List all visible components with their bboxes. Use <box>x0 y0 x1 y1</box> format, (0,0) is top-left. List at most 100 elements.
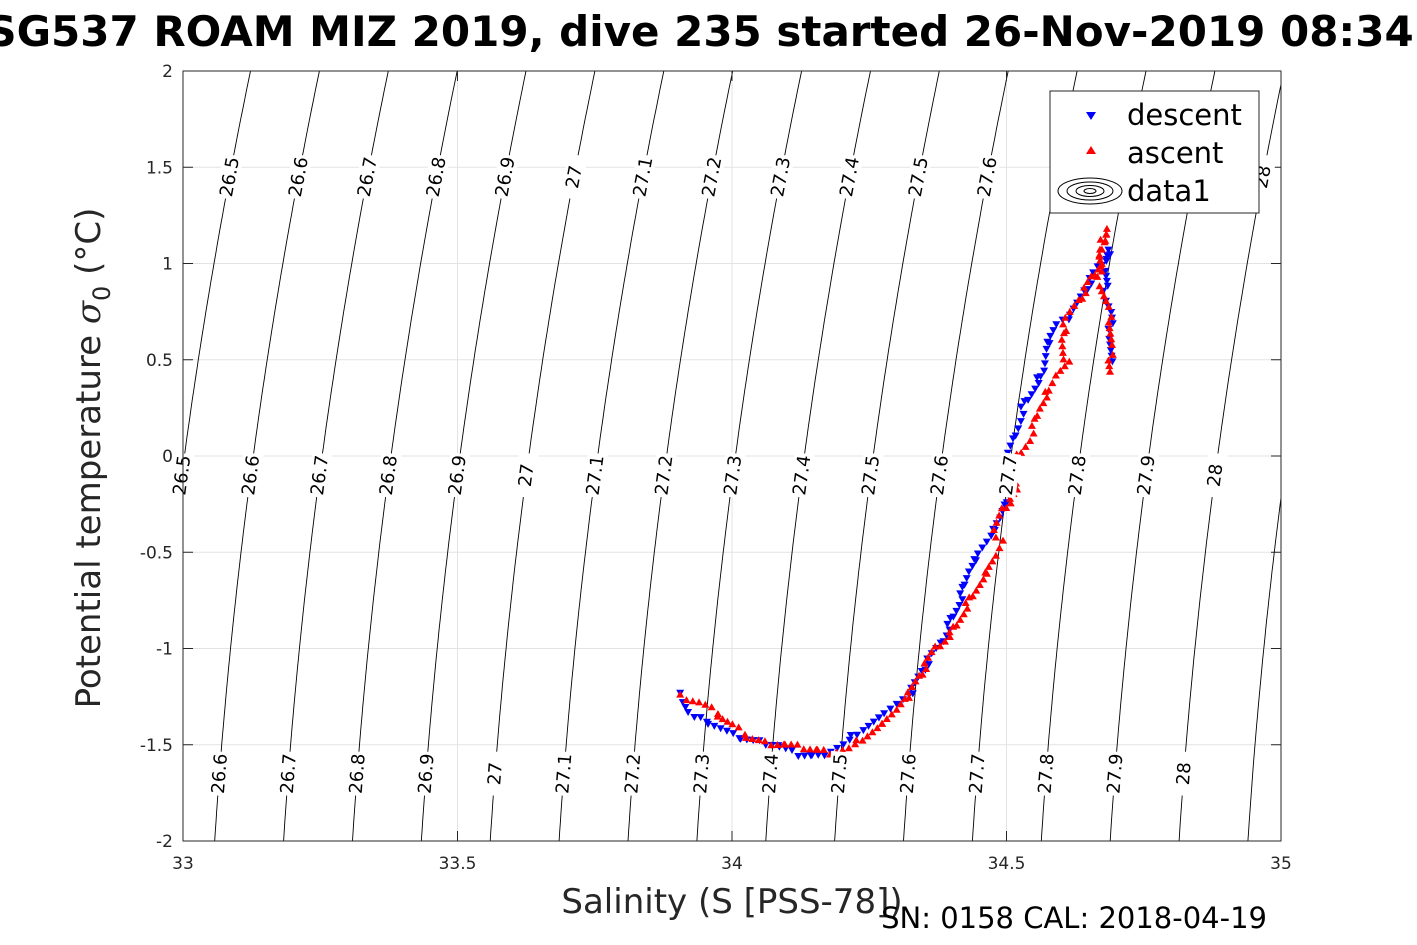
ascent-point <box>992 518 1001 526</box>
contour-label-bg <box>857 452 884 499</box>
descent-point <box>869 718 878 726</box>
descent-point <box>696 714 705 722</box>
contour-label-bg <box>1172 750 1196 797</box>
ascent-point <box>1044 386 1053 394</box>
descent-point <box>794 752 803 760</box>
descent-point <box>1102 277 1111 285</box>
ascent-point <box>975 580 984 588</box>
contour-label: 27.7 <box>966 753 990 795</box>
y-tick-label: -2 <box>156 832 173 852</box>
ascent-point <box>979 575 988 583</box>
y-axis-label: Potential temperature σ0 (°C) <box>69 208 116 709</box>
descent-point <box>1041 353 1050 361</box>
ascent-point <box>1104 302 1113 310</box>
ascent-point <box>676 690 685 698</box>
descent-point <box>962 575 971 583</box>
contour-label-bg <box>284 153 313 201</box>
descent-point <box>1102 257 1111 265</box>
ascent-point <box>742 733 751 741</box>
descent-point <box>952 607 961 615</box>
descent-point <box>1011 432 1020 440</box>
ascent-point <box>863 732 872 740</box>
y-tick-label: -1.5 <box>140 736 173 756</box>
legend-data1-label: data1 <box>1127 174 1211 208</box>
ascent-point <box>1096 245 1105 253</box>
y-tick-label: 1.5 <box>146 158 173 178</box>
contour-label-bg <box>1034 750 1058 797</box>
ascent-point <box>1027 421 1036 429</box>
ascent-point <box>1062 326 1071 334</box>
descent-point <box>1046 332 1055 340</box>
contour-label-bg <box>651 452 677 499</box>
ascent-point <box>688 697 697 705</box>
ascent-point <box>877 719 886 727</box>
ascent-point <box>940 637 949 645</box>
contour-label: 26.6 <box>238 454 264 496</box>
contour-label: 27.3 <box>720 454 746 496</box>
contour-label: 26.7 <box>277 753 301 795</box>
contour-label: 27.6 <box>897 753 921 795</box>
descent-point <box>973 550 982 558</box>
ascent-point <box>851 740 860 748</box>
descent-point <box>1101 267 1110 275</box>
contour-label: 27.8 <box>1065 454 1091 496</box>
contour-label-bg <box>1133 452 1159 499</box>
contour-label: 27 <box>484 761 507 785</box>
ascent-point <box>1096 235 1105 243</box>
ascent-point <box>882 715 891 722</box>
ascent-point <box>1056 366 1065 374</box>
y-label-main: Potential temperature <box>69 324 109 708</box>
ascent-point <box>1017 448 1026 456</box>
ascent-point <box>868 728 877 736</box>
contour-label-bg <box>168 452 195 499</box>
y-tick-label: -1 <box>156 640 173 660</box>
ascent-point <box>924 653 933 661</box>
descent-point <box>690 714 699 721</box>
contour-label-bg <box>965 750 989 797</box>
contour-label-bg <box>560 153 588 201</box>
ascent-point <box>1097 267 1106 275</box>
contour-label-bg <box>345 750 369 797</box>
ascent-point <box>1105 324 1114 332</box>
ascent-point <box>1097 261 1106 269</box>
ascent-point <box>1107 312 1116 320</box>
descent-point <box>1040 360 1049 368</box>
descent-point <box>970 556 979 564</box>
ascent-point <box>1102 230 1111 238</box>
ascent-point <box>1035 404 1044 412</box>
descent-point <box>710 722 719 730</box>
ascent-point <box>1058 348 1067 356</box>
descent-point <box>704 720 713 728</box>
contour-label: 27.5 <box>858 454 884 496</box>
ascent-point <box>695 698 704 706</box>
ascent-point <box>767 741 776 749</box>
ascent-point <box>806 745 815 753</box>
ascent-point <box>1104 356 1113 364</box>
descent-point <box>949 613 958 621</box>
descent-point <box>864 722 873 730</box>
y-tick-label: 0.5 <box>146 351 173 371</box>
calibration-footer: SN: 0158 CAL: 2018-04-19 <box>881 901 1267 935</box>
ascent-point <box>723 717 732 725</box>
legend: descent ascent data1 <box>1049 90 1260 214</box>
contour-label-bg <box>1064 452 1091 499</box>
ascent-point <box>1102 297 1111 305</box>
contour-label-bg <box>582 452 608 499</box>
ascent-point <box>838 746 847 754</box>
ascent-point <box>787 740 796 748</box>
descent-point <box>924 661 933 669</box>
legend-ascent-label: ascent <box>1127 136 1223 170</box>
contour-label-bg <box>306 452 333 499</box>
ascent-point <box>892 705 901 713</box>
descent-point <box>874 714 883 722</box>
contour-label-bg <box>513 452 540 499</box>
ascent-point <box>773 740 782 748</box>
descent-point <box>892 700 901 708</box>
contour-label-bg <box>276 750 300 797</box>
contour-label: 28 <box>1204 463 1228 488</box>
contour-label: 27.4 <box>759 753 783 795</box>
ascent-point <box>1097 287 1106 295</box>
chart-title: SG537 ROAM MIZ 2019, dive 235 started 26… <box>0 7 1414 56</box>
descent-point <box>886 705 895 713</box>
x-tick-label: 33 <box>172 854 194 874</box>
